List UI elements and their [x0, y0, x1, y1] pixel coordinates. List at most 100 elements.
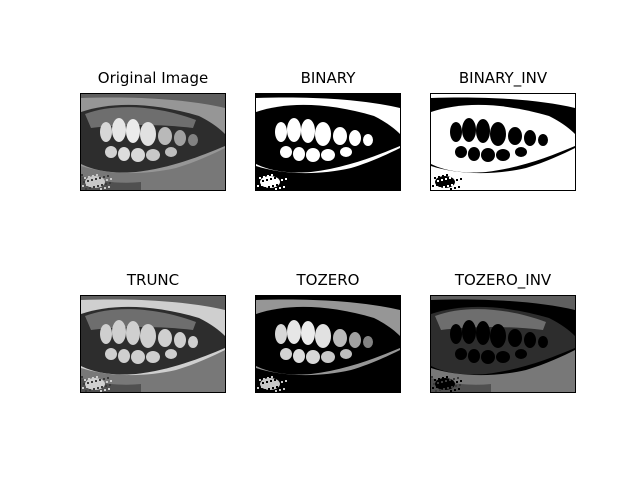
image-noise — [105, 183, 107, 185]
image-noise — [457, 377, 459, 379]
image-noise — [91, 381, 93, 383]
image-region — [306, 350, 320, 364]
image-region — [496, 149, 510, 161]
image-noise — [109, 182, 111, 184]
image-noise — [81, 174, 83, 176]
image-noise — [283, 186, 285, 188]
image-noise — [100, 390, 102, 392]
image-original — [80, 93, 226, 191]
image-noise — [95, 178, 97, 180]
image-noise — [445, 178, 447, 180]
image-noise — [84, 379, 86, 381]
image-noise — [88, 378, 90, 380]
image-region — [275, 122, 287, 142]
image-region — [105, 146, 117, 158]
image-noise — [280, 385, 282, 387]
image-noise — [281, 179, 283, 181]
panel-title-binary: BINARY — [300, 69, 356, 87]
image-noise — [439, 187, 441, 189]
image-noise — [264, 187, 266, 189]
image-region — [321, 351, 335, 363]
image-noise — [264, 389, 266, 391]
image-region — [174, 130, 186, 146]
image-region — [140, 324, 156, 348]
image-region — [280, 348, 292, 360]
image-region — [515, 349, 527, 359]
image-noise — [447, 387, 449, 389]
image-region — [165, 349, 177, 359]
image-region — [315, 122, 331, 146]
image-noise — [446, 174, 448, 176]
image-noise — [456, 381, 458, 383]
image-noise — [277, 382, 279, 384]
image-region — [333, 329, 347, 347]
image-region — [363, 336, 373, 348]
image-region — [112, 320, 126, 344]
image-region — [287, 320, 301, 344]
image-noise — [98, 181, 100, 183]
image-noise — [279, 389, 281, 391]
image-noise — [282, 377, 284, 379]
image-region — [508, 127, 522, 145]
image-region — [81, 296, 225, 310]
image-noise — [432, 387, 434, 389]
image-noise — [265, 385, 267, 387]
image-noise — [458, 186, 460, 188]
image-region — [455, 348, 467, 360]
image-noise — [102, 382, 104, 384]
image-noise — [110, 380, 112, 382]
image-region — [256, 350, 400, 392]
image-region — [524, 130, 536, 146]
image-region — [85, 107, 196, 128]
image-noise — [257, 387, 259, 389]
image-noise — [446, 376, 448, 378]
image-noise — [259, 379, 261, 381]
image-noise — [276, 386, 278, 388]
image-noise — [433, 383, 435, 385]
image-noise — [434, 379, 436, 381]
image-noise — [92, 175, 94, 177]
image-noise — [278, 176, 280, 178]
image-region — [165, 147, 177, 157]
image-noise — [98, 383, 100, 385]
image-noise — [436, 184, 438, 186]
image-noise — [99, 379, 101, 381]
image-region — [431, 148, 575, 190]
image-region — [140, 122, 156, 146]
image-noise — [268, 388, 270, 390]
image-noise — [261, 184, 263, 186]
image-noise — [86, 184, 88, 186]
image-noise — [267, 377, 269, 379]
image-noise — [108, 388, 110, 390]
image-region — [450, 122, 462, 142]
image-noise — [273, 181, 275, 183]
image-region — [315, 324, 331, 348]
image-noise — [453, 378, 455, 380]
image-noise — [267, 175, 269, 177]
image-region — [468, 349, 480, 363]
image-region — [481, 350, 495, 364]
panel-title-binary-inv: BINARY_INV — [458, 69, 548, 87]
image-noise — [271, 174, 273, 176]
image-noise — [274, 379, 276, 381]
image-noise — [105, 385, 107, 387]
image-noise — [100, 188, 102, 190]
image-region — [85, 309, 196, 330]
image-noise — [104, 187, 106, 189]
image-noise — [437, 382, 439, 384]
image-noise — [107, 175, 109, 177]
image-noise — [441, 381, 443, 383]
image-region — [126, 119, 140, 143]
image-noise — [448, 383, 450, 385]
image-noise — [266, 381, 268, 383]
image-noise — [95, 380, 97, 382]
image-region — [126, 321, 140, 345]
image-noise — [86, 386, 88, 388]
image-noise — [454, 389, 456, 391]
image-tozero — [255, 295, 401, 393]
image-noise — [106, 381, 108, 383]
image-region — [363, 134, 373, 146]
image-noise — [97, 387, 99, 389]
image-noise — [444, 182, 446, 184]
image-region — [496, 351, 510, 363]
